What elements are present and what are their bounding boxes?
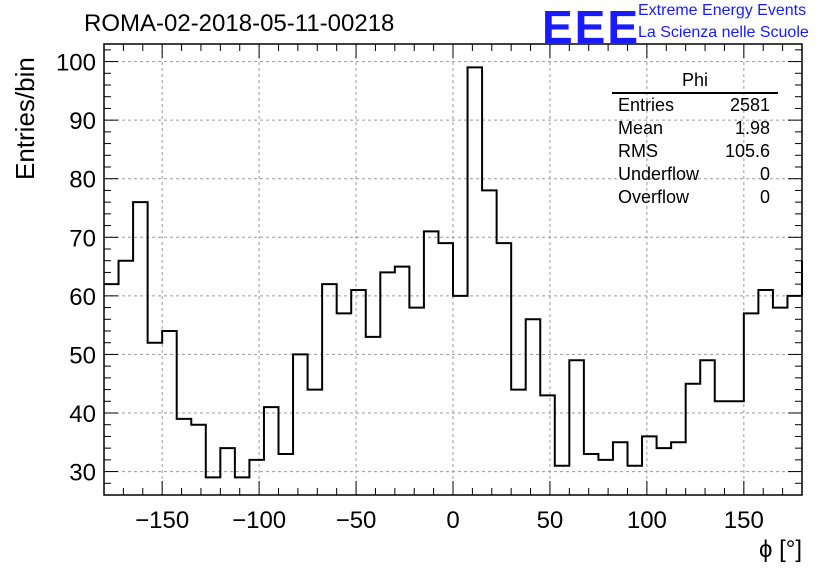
stats-value: 1.98: [734, 118, 770, 138]
x-tick-label: −50: [336, 507, 377, 534]
x-tick-label: 50: [537, 507, 564, 534]
stats-value: 2581: [729, 95, 770, 115]
stats-label: Mean: [618, 118, 664, 138]
y-tick-label: 90: [69, 108, 96, 135]
logo-line-2: La Scienza nelle Scuole: [638, 24, 809, 41]
x-tick-label: 150: [724, 507, 764, 534]
x-tick-labels: −150 −100 −50 0 50 100 150: [135, 507, 764, 534]
stats-value: 0: [759, 164, 770, 184]
axis-ticks: [103, 44, 803, 496]
y-tick-label: 40: [69, 401, 96, 428]
y-tick-labels: 30 40 50 60 70 80 90 100: [56, 50, 96, 487]
histogram-series: [104, 66, 803, 479]
x-axis-label: ϕ [°]: [758, 536, 802, 563]
stats-row-entries: Entries 2581: [612, 94, 778, 117]
stats-label: RMS: [618, 141, 658, 161]
stats-label: Overflow: [618, 187, 690, 207]
stats-value: 105.6: [724, 141, 770, 161]
y-tick-label: 70: [69, 225, 96, 252]
x-tick-label: −150: [135, 507, 189, 534]
y-tick-label: 50: [69, 342, 96, 369]
stats-row-overflow: Overflow 0: [612, 186, 778, 209]
x-tick-label: −100: [232, 507, 286, 534]
eee-logo: EEE: [542, 1, 641, 53]
y-tick-label: 30: [69, 460, 96, 487]
stats-row-underflow: Underflow 0: [612, 163, 778, 186]
plot-frame: [103, 43, 803, 496]
stats-title: Phi: [612, 70, 778, 94]
stats-value: 0: [759, 187, 770, 207]
stats-row-rms: RMS 105.6: [612, 140, 778, 163]
stats-label: Underflow: [618, 164, 700, 184]
x-tick-label: 0: [446, 507, 459, 534]
stats-label: Entries: [618, 95, 675, 115]
stats-box: Phi Entries 2581 Mean 1.98 RMS 105.6 Und…: [612, 70, 778, 209]
y-tick-label: 60: [69, 284, 96, 311]
chart-title: ROMA-02-2018-05-11-00218: [84, 10, 395, 37]
x-tick-label: 100: [627, 507, 667, 534]
y-tick-label: 100: [56, 50, 96, 77]
stats-row-mean: Mean 1.98: [612, 117, 778, 140]
y-axis-label: Entries/bin: [10, 57, 40, 180]
logo-line-1: Extreme Energy Events: [638, 2, 807, 19]
y-tick-label: 80: [69, 167, 96, 194]
